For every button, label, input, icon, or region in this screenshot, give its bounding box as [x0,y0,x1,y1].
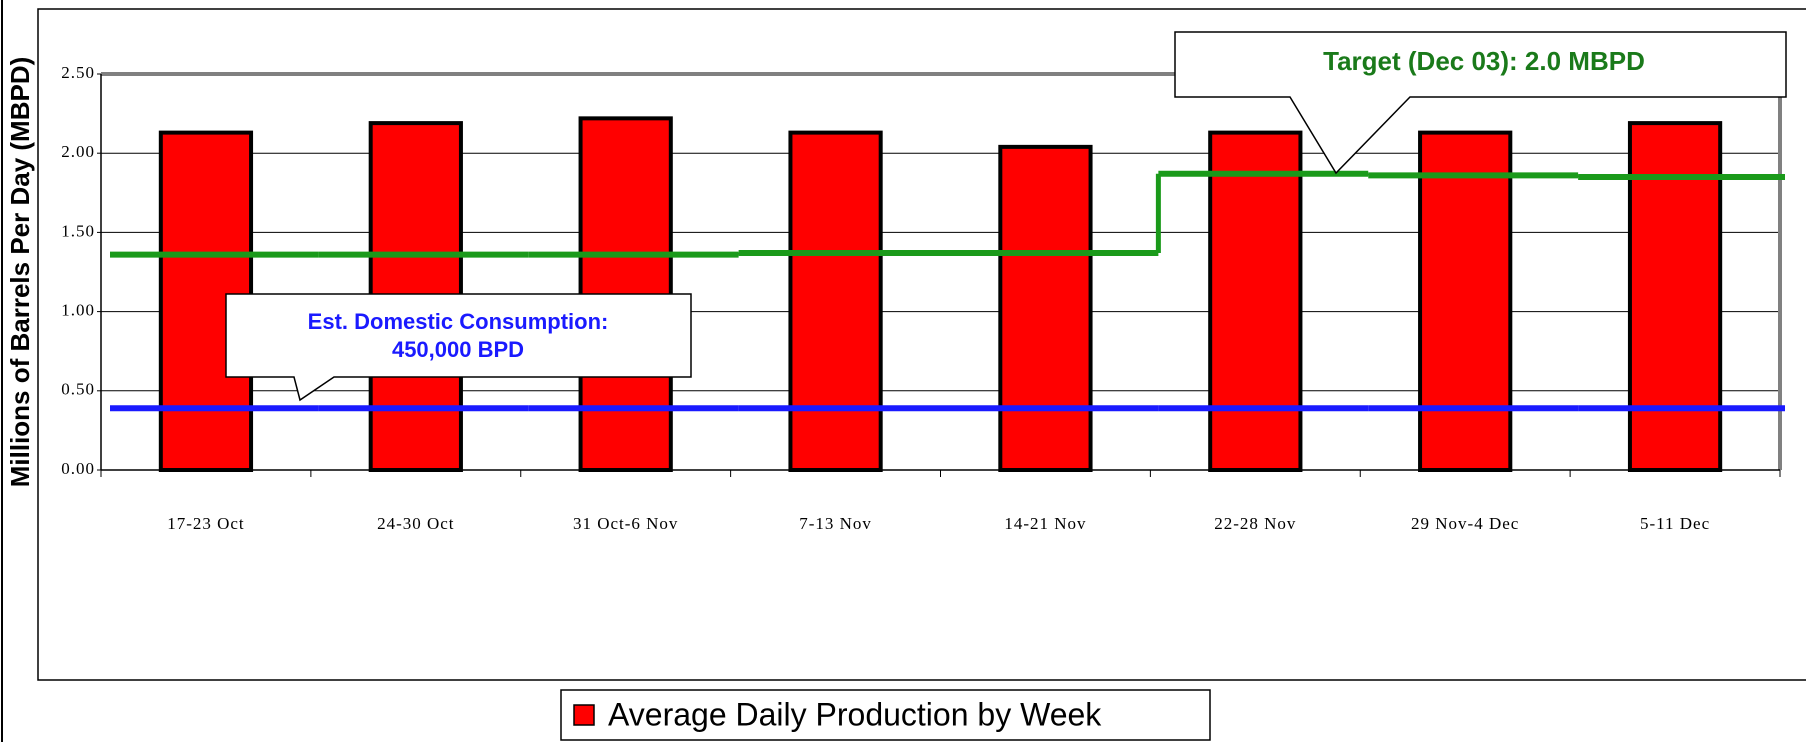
callout-box [1174,31,1787,175]
bar [788,130,883,472]
y-tick-label: 1.00 [61,301,95,320]
x-tick-label: 29 Nov-4 Dec [1411,514,1519,533]
y-axis-title: Millions of Barrels Per Day (MBPD) [5,57,35,488]
callout-box [225,293,692,402]
annotation: Target (Dec 03): 2.0 MBPD [1323,46,1645,76]
x-tick-label: 22-28 Nov [1214,514,1296,533]
y-tick-label: 2.00 [61,142,95,161]
y-tick-label: 2.50 [61,63,95,82]
legend-label: Average Daily Production by Week [608,696,1102,732]
annotation: Est. Domestic Consumption: [308,309,609,334]
bar [1627,121,1723,472]
y-tick-label: 1.50 [61,221,95,240]
y-tick-label: 0.00 [61,459,95,478]
x-tick-label: 24-30 Oct [377,514,454,533]
legend [560,689,1211,741]
x-tick-label: 31 Oct-6 Nov [573,514,678,533]
x-tick-label: 7-13 Nov [799,514,872,533]
bar [1418,130,1513,472]
x-tick-label: 14-21 Nov [1004,514,1086,533]
legend-swatch [573,704,595,726]
x-tick-label: 5-11 Dec [1640,514,1710,533]
annotation: 450,000 BPD [392,337,524,362]
bar [1208,130,1303,472]
y-tick-label: 0.50 [61,380,95,399]
bar [998,144,1093,472]
x-tick-label: 17-23 Oct [167,514,244,533]
